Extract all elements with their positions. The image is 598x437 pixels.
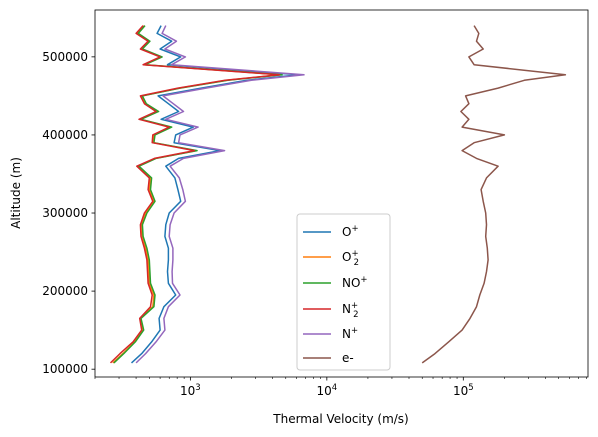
x-tick-label: 104 [316,383,337,398]
legend: O+ O+ 2 NO+ N+ 2 N+ e- [296,213,391,371]
legend-label-0: O+ [342,224,359,239]
x-tick-label: 105 [453,383,474,398]
y-axis-label: Altitude (m) [9,157,23,229]
series-line-3 [109,25,281,364]
x-axis-ticks: 103 104 105 [94,377,587,398]
y-tick-label: 400000 [42,128,88,142]
axes-frame [94,9,589,378]
x-tick-label: 103 [180,383,201,398]
legend-box [296,213,391,371]
y-tick-label: 100000 [42,362,88,376]
legend-label-3: N+ 2 [342,301,359,320]
y-tick-label: 500000 [42,50,88,64]
x-axis-label: Thermal Velocity (m/s) [272,412,408,426]
plot-lines [109,25,567,364]
legend-label-2: NO+ [342,275,368,290]
legend-label-4: N+ [342,326,358,341]
y-tick-label: 300000 [42,206,88,220]
y-axis-ticks: 100000 200000 300000 400000 500000 [42,50,95,376]
legend-label-5: e- [342,351,354,365]
series-line-4 [135,25,305,364]
y-tick-label: 200000 [42,284,88,298]
series-line-5 [421,25,567,364]
legend-label-1: O+ 2 [342,249,359,268]
